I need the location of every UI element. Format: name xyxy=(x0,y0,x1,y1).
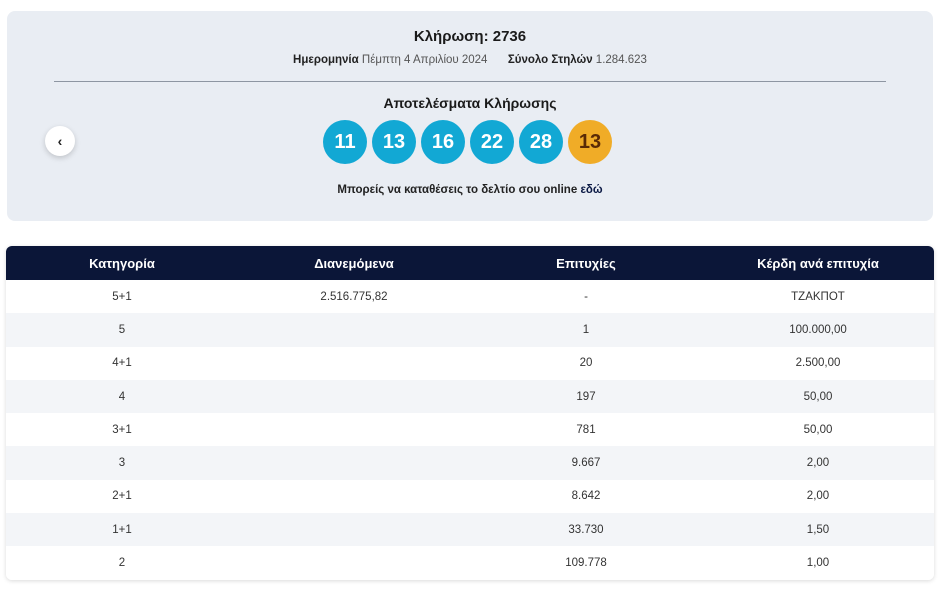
prize-cell: 2.500,00 xyxy=(702,346,934,380)
category-cell: 3 xyxy=(6,446,238,480)
number-ball: 28 xyxy=(519,120,563,164)
category-cell: 5+1 xyxy=(6,280,238,314)
winners-cell: 1 xyxy=(470,313,702,347)
distributed-cell xyxy=(238,413,470,447)
winners-cell: 197 xyxy=(470,379,702,414)
prize-cell: 1,00 xyxy=(702,546,934,580)
prize-table: Κατηγορία Διανεμόμενα Επιτυχίες Κέρδη αν… xyxy=(6,246,934,580)
winners-cell: 9.667 xyxy=(470,446,702,480)
prize-cell: 2,00 xyxy=(702,479,934,514)
prize-cell: 50,00 xyxy=(702,379,934,414)
prize-cell: ΤΖΑΚΠΟΤ xyxy=(702,280,934,314)
bonus-ball: 13 xyxy=(568,120,612,164)
category-cell: 2 xyxy=(6,546,238,580)
number-ball: 16 xyxy=(421,120,465,164)
prize-cell: 1,50 xyxy=(702,513,934,547)
header-category: Κατηγορία xyxy=(6,246,238,280)
distributed-cell xyxy=(238,346,470,380)
distributed-cell: 2.516.775,82 xyxy=(238,280,470,314)
category-cell: 2+1 xyxy=(6,479,238,514)
category-cell: 1+1 xyxy=(6,513,238,547)
chevron-left-icon: ‹ xyxy=(57,133,63,149)
winning-numbers: 11 13 16 22 28 13 xyxy=(323,120,612,164)
winners-cell: 20 xyxy=(470,346,702,380)
table-row: 5+1 2.516.775,82- ΤΖΑΚΠΟΤ xyxy=(6,280,934,314)
distributed-cell xyxy=(238,313,470,347)
winners-cell: 109.778 xyxy=(470,546,702,580)
distributed-cell xyxy=(238,479,470,514)
distributed-cell xyxy=(238,513,470,547)
table-row: 3 9.667 2,00 xyxy=(6,446,934,480)
category-cell: 5 xyxy=(6,313,238,347)
number-ball: 13 xyxy=(372,120,416,164)
prize-cell: 100.000,00 xyxy=(702,313,934,347)
columns-label: Σύνολο Στηλών xyxy=(507,54,593,66)
previous-draw-button[interactable]: ‹ xyxy=(45,126,75,156)
online-text: Μπορείς να καταθέσεις το δελτίο σου onli… xyxy=(337,184,578,196)
prize-cell: 2,00 xyxy=(702,446,934,480)
columns-value: 1.284.623 xyxy=(595,54,647,66)
category-cell: 3+1 xyxy=(6,413,238,447)
number-ball: 11 xyxy=(323,120,367,164)
table-row: 5 1 100.000,00 xyxy=(6,313,934,347)
date-value: Πέμπτη 4 Απριλίου 2024 xyxy=(361,54,488,66)
draw-title: Κλήρωση: 2736 xyxy=(413,28,527,45)
header-prize-per-winner: Κέρδη ανά επιτυχία xyxy=(702,246,934,280)
number-ball: 22 xyxy=(470,120,514,164)
table-header-row: Κατηγορία Διανεμόμενα Επιτυχίες Κέρδη αν… xyxy=(6,246,934,280)
winners-cell: 33.730 xyxy=(470,513,702,547)
winners-cell: - xyxy=(470,280,702,314)
draw-card: Κλήρωση: 2736 Ημερομηνία Πέμπτη 4 Απριλί… xyxy=(7,11,933,221)
winners-cell: 781 xyxy=(470,413,702,447)
table-body: 5+1 2.516.775,82- ΤΖΑΚΠΟΤ 5 1 100.000,00 4+1 20… xyxy=(6,280,934,580)
header-winners: Επιτυχίες xyxy=(470,246,702,280)
category-cell: 4+1 xyxy=(6,346,238,380)
table-row: 2+1 8.642 2,00 xyxy=(6,479,934,514)
prize-cell: 50,00 xyxy=(702,413,934,447)
distributed-cell xyxy=(238,546,470,580)
table-row: 3+1 781 50,00 xyxy=(6,413,934,447)
distributed-cell xyxy=(238,379,470,414)
header-distributed: Διανεμόμενα xyxy=(238,246,470,280)
date-label: Ημερομηνία xyxy=(293,54,359,66)
table-row: 4+1 20 2.500,00 xyxy=(6,346,934,380)
online-link[interactable]: εδώ xyxy=(580,184,603,196)
table-row: 4 197 50,00 xyxy=(6,379,934,414)
distributed-cell xyxy=(238,446,470,480)
draw-meta: Ημερομηνία Πέμπτη 4 Απριλίου 2024 Σύνολο… xyxy=(7,54,933,66)
category-cell: 4 xyxy=(6,379,238,414)
divider xyxy=(54,81,886,82)
online-note: Μπορείς να καταθέσεις το δελτίο σου onli… xyxy=(7,184,933,196)
results-heading: Αποτελέσματα Κλήρωσης xyxy=(383,95,557,111)
winners-cell: 8.642 xyxy=(470,479,702,514)
table-row: 2 109.778 1,00 xyxy=(6,546,934,580)
table-row: 1+1 33.730 1,50 xyxy=(6,513,934,547)
